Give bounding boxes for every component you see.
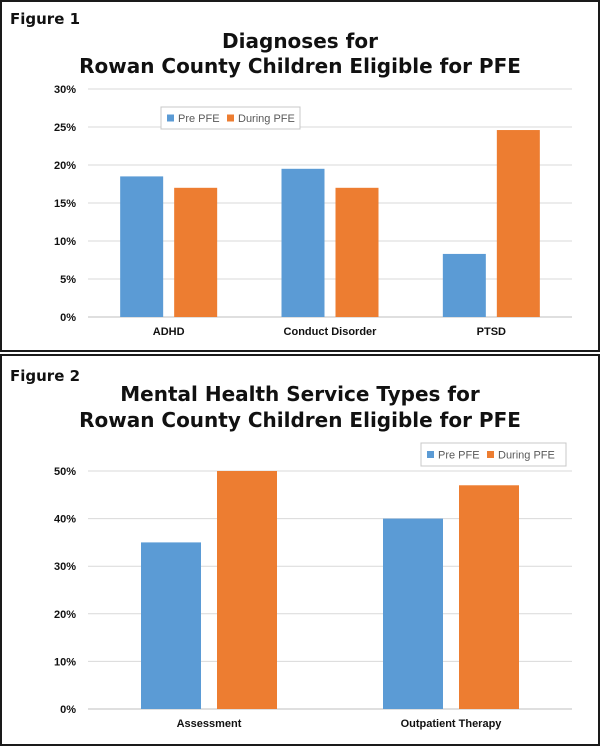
figure-2-chart: 0% 10% 20% 30% 40% 50% Assessment Outpatient Th… <box>54 442 572 730</box>
y-tick-label: 25% <box>54 122 76 134</box>
legend-swatch-pre-pfe <box>167 114 174 122</box>
bar-during-pfe <box>174 187 218 317</box>
bar-pre-pfe <box>281 168 325 317</box>
legend-swatch-during-pfe <box>487 451 494 458</box>
figure-2-title-line2: Rowan County Children Eligible for PFE <box>79 408 521 432</box>
bar-during-pfe <box>459 485 519 709</box>
x-category-label: PTSD <box>477 326 506 338</box>
y-tick-label: 15% <box>54 198 76 210</box>
bar-pre-pfe <box>141 542 201 709</box>
legend-swatch-during-pfe <box>227 114 234 122</box>
x-category-label: ADHD <box>153 326 185 338</box>
legend-label-during-pfe: During PFE <box>498 450 555 462</box>
legend-swatch-pre-pfe <box>427 451 434 458</box>
figure-2-label: Figure 2 <box>10 367 81 385</box>
x-category-label: Assessment <box>177 718 242 730</box>
legend-label-during-pfe: During PFE <box>238 113 295 125</box>
figure-2-title-line1: Mental Health Service Types for <box>120 382 480 406</box>
legend-label-pre-pfe: Pre PFE <box>438 450 480 462</box>
bar-during-pfe <box>335 187 379 317</box>
y-tick-label: 0% <box>60 704 76 716</box>
y-tick-label: 30% <box>54 561 76 573</box>
y-tick-label: 50% <box>54 466 76 478</box>
bar-pre-pfe <box>383 518 443 709</box>
y-tick-label: 5% <box>60 274 76 286</box>
bar-pre-pfe <box>442 253 486 317</box>
y-tick-label: 10% <box>54 656 76 668</box>
y-tick-label: 20% <box>54 160 76 172</box>
figure-1-chart: 0% 5% 10% 15% 20% 25% 30% ADHD Conduct Disorder P… <box>54 84 572 338</box>
bar-during-pfe <box>496 130 540 317</box>
legend-label-pre-pfe: Pre PFE <box>178 113 220 125</box>
y-tick-label: 0% <box>60 312 76 324</box>
y-tick-label: 40% <box>54 514 76 526</box>
y-tick-label: 10% <box>54 236 76 248</box>
bar-during-pfe <box>217 471 277 709</box>
figure-1-title-line2: Rowan County Children Eligible for PFE <box>79 54 521 78</box>
figure-1-label: Figure 1 <box>10 10 81 28</box>
y-tick-label: 20% <box>54 609 76 621</box>
x-category-label: Conduct Disorder <box>284 326 378 338</box>
y-tick-label: 30% <box>54 84 76 96</box>
bar-pre-pfe <box>120 176 164 317</box>
x-category-label: Outpatient Therapy <box>401 718 503 730</box>
figure-1-title-line1: Diagnoses for <box>222 29 378 53</box>
